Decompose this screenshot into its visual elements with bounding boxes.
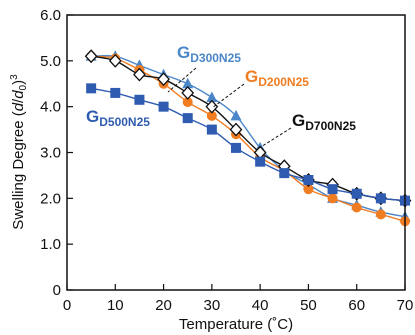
series-label-gd500n25: GD500N25 [86, 107, 150, 129]
series-label-gd500n25-main: G [86, 107, 99, 126]
data-point-gd700n25 [84, 49, 98, 64]
data-point-gd700n25 [229, 122, 243, 137]
data-point-gd500n25 [375, 193, 386, 204]
x-tick-label: 10 [107, 297, 124, 314]
data-point-gd500n25 [158, 101, 169, 112]
series-line-gd500n25 [90, 87, 406, 202]
data-point-gd200n25 [206, 110, 217, 121]
y-tick-label: 6.0 [40, 7, 61, 24]
data-point-gd500n25 [231, 142, 241, 153]
x-tick-label: 50 [300, 297, 317, 314]
data-point-gd500n25 [279, 168, 290, 179]
series-label-gd300n25: GD300N25 [177, 43, 241, 65]
series-label-gd200n25-main: G [245, 67, 258, 86]
data-point-gd500n25 [351, 188, 362, 199]
series-label-gd200n25-sub: D200N25 [258, 75, 309, 89]
y-axis-title-exp: 3 [9, 74, 20, 80]
data-point-gd200n25 [375, 209, 386, 220]
y-axis-title-prefix: Swelling Degree ( [10, 111, 27, 229]
data-point-gd200n25 [351, 202, 362, 213]
x-tick-label: 0 [63, 297, 71, 314]
x-tick-label: 30 [204, 297, 221, 314]
x-tick-label: 70 [397, 297, 414, 314]
series-label-gd300n25-main: G [177, 43, 190, 62]
series-labels-layer: GD300N25 GD200N25 GD700N25 GD500N25 [86, 43, 356, 151]
y-axis-title: Swelling Degree (d/d0)3 [9, 74, 29, 230]
data-point-gd700n25 [133, 67, 146, 82]
x-axis-title: Temperature (˚C) [179, 316, 293, 333]
data-point-gd200n25 [182, 97, 193, 108]
data-point-gd500n25 [110, 87, 121, 98]
data-point-gd200n25 [303, 184, 314, 195]
data-point-gd300n25 [206, 91, 218, 102]
x-tick-label: 40 [252, 297, 269, 314]
y-axis-title-slash: / [10, 98, 27, 103]
series-label-gd300n25-sub: D300N25 [190, 51, 241, 65]
series-label-gd500n25-sub: D500N25 [99, 115, 150, 129]
y-axis-title-close: ) [10, 80, 27, 85]
y-tick-label: 3.0 [40, 145, 61, 162]
y-axis-title-sub: 0 [18, 84, 29, 90]
y-axis-title-d2: d [10, 90, 27, 99]
series-label-gd200n25: GD200N25 [245, 67, 309, 89]
pointer-line-gd200n25 [211, 83, 245, 109]
data-point-gd700n25 [108, 53, 122, 68]
x-tick-label: 60 [348, 297, 365, 314]
data-point-gd300n25 [230, 109, 242, 121]
data-point-gd200n25 [327, 193, 338, 204]
y-tick-label: 0 [53, 282, 61, 299]
data-point-gd700n25 [181, 85, 195, 100]
y-tick-label: 1.0 [40, 236, 61, 253]
series-label-gd700n25-sub: D700N25 [305, 119, 356, 133]
data-point-gd500n25 [327, 184, 338, 195]
data-point-gd500n25 [86, 83, 97, 94]
data-point-gd300n25 [182, 77, 194, 89]
data-point-gd500n25 [255, 156, 266, 167]
y-tick-label: 2.0 [40, 190, 61, 207]
y-tick-label: 4.0 [40, 99, 61, 116]
data-point-gd700n25 [205, 99, 219, 114]
ticks-layer: 0 10 20 30 40 50 60 70 0 1.0 2.0 3.0 4.0 5.0 6.0 [40, 7, 413, 314]
data-point-gd700n25 [157, 72, 170, 87]
series-label-gd700n25: GD700N25 [292, 111, 356, 133]
y-axis-title-d1: d [10, 102, 27, 111]
pointer-line-gd700n25 [255, 127, 292, 151]
data-point-gd500n25 [303, 175, 314, 185]
series-label-gd700n25-main: G [292, 111, 305, 130]
data-point-gd500n25 [206, 124, 217, 135]
data-point-gd500n25 [182, 113, 193, 124]
pointer-line-gd300n25 [167, 67, 197, 93]
y-tick-label: 5.0 [40, 53, 61, 70]
x-tick-label: 20 [155, 297, 172, 314]
series-gd500n25 [86, 83, 410, 206]
data-point-gd500n25 [134, 94, 145, 105]
